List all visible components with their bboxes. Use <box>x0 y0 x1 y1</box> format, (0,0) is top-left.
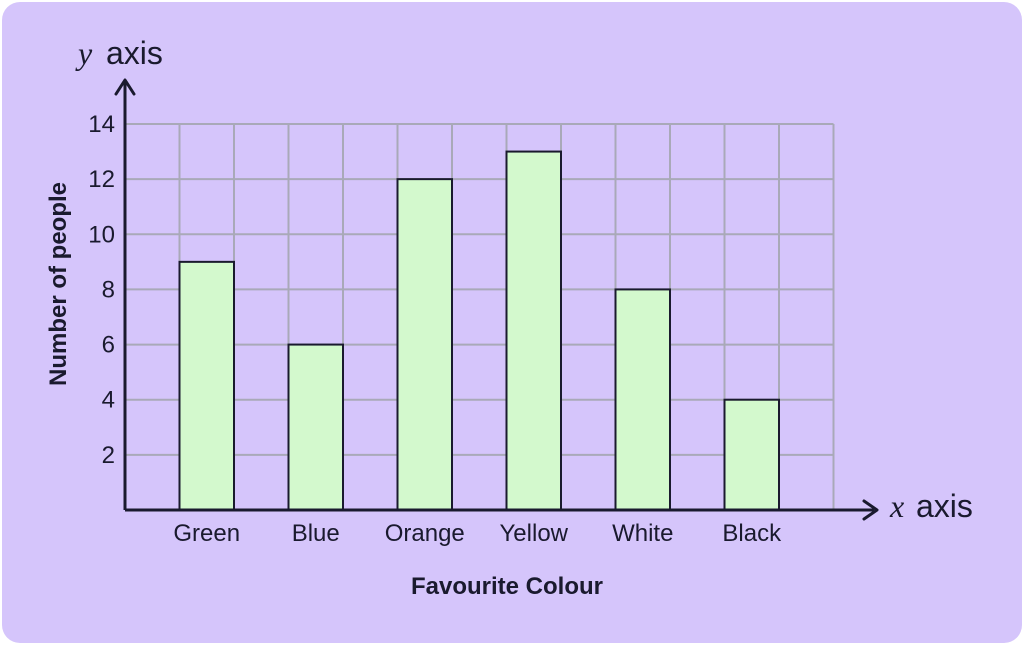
y-tick-label: 4 <box>102 387 115 414</box>
bar-white <box>614 288 671 511</box>
y-tick-label: 12 <box>88 166 115 193</box>
y-tick-labels: 2 4 6 8 10 12 14 <box>88 111 115 469</box>
y-axis-name: y axis <box>75 35 163 71</box>
bar-yellow <box>505 150 562 511</box>
x-tick-label: Green <box>173 520 240 547</box>
x-axis-title: Favourite Colour <box>411 573 603 600</box>
x-category-labels: Green Blue Orange Yellow White Black <box>173 520 782 547</box>
y-tick-label: 10 <box>88 221 115 248</box>
y-tick-label: 2 <box>102 442 115 469</box>
x-tick-label: Blue <box>292 520 340 547</box>
y-axis-name-var: y <box>75 35 93 71</box>
bar-black <box>723 398 780 512</box>
bar-blue <box>287 343 344 512</box>
x-tick-label: Yellow <box>500 520 569 547</box>
x-tick-label: Black <box>722 520 782 547</box>
axes <box>114 78 879 521</box>
y-axis-arrow <box>114 78 136 96</box>
y-tick-label: 14 <box>88 111 115 138</box>
x-axis-name-word: axis <box>916 488 973 524</box>
y-axis-title: Number of people <box>45 182 72 386</box>
y-tick-label: 6 <box>102 332 115 359</box>
x-axis-name: x axis <box>889 488 973 524</box>
x-axis-name-var: x <box>889 488 904 524</box>
x-tick-label: White <box>612 520 673 547</box>
x-tick-label: Orange <box>385 520 465 547</box>
bars <box>178 150 780 512</box>
bar-green <box>178 260 235 511</box>
y-tick-label: 8 <box>102 276 115 303</box>
bar-orange <box>396 178 453 511</box>
x-axis-arrow <box>862 499 879 521</box>
y-axis-name-word: axis <box>106 35 163 71</box>
